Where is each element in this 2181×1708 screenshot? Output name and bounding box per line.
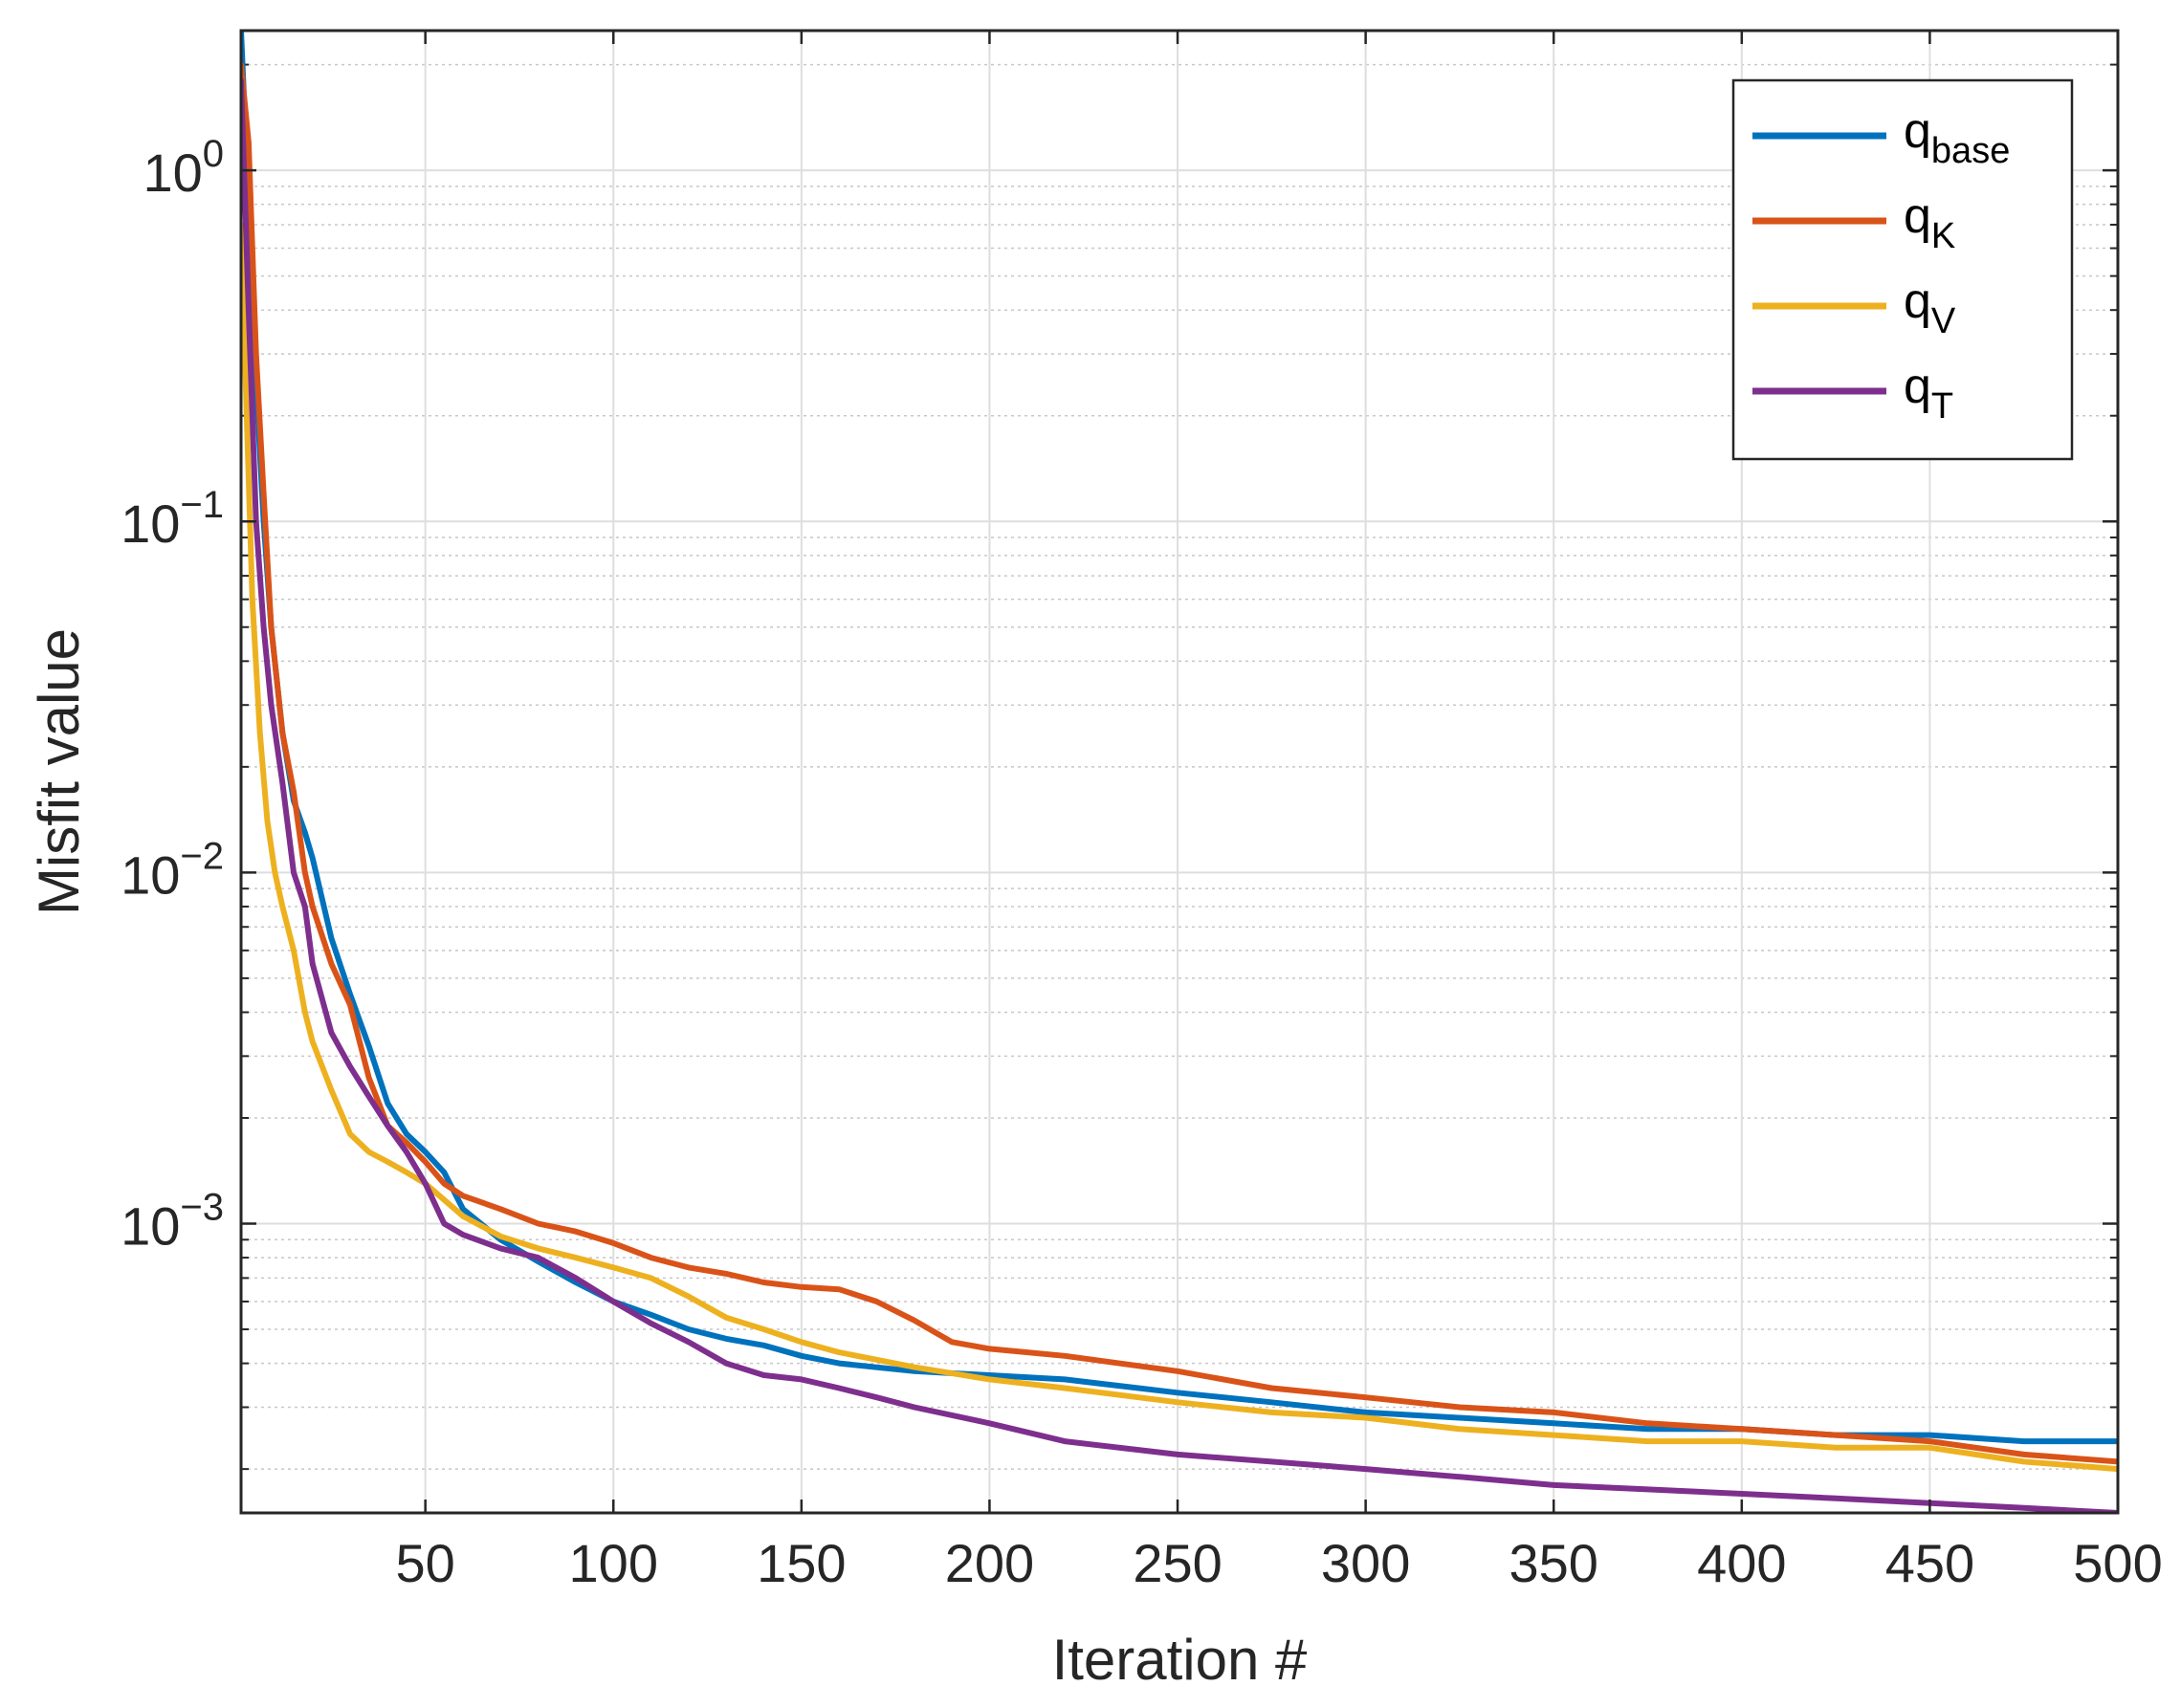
y-axis-label: Misfit value: [27, 628, 91, 915]
x-axis-label: Iteration #: [1052, 1628, 1308, 1692]
x-tick-label: 100: [569, 1533, 658, 1593]
ticks: 50 100 150 200 250 300 350 400 450 500 100 10−1 10−2…: [121, 31, 2163, 1593]
x-tick-label: 450: [1885, 1533, 1974, 1593]
legend-label-base: qbase: [1904, 103, 2010, 171]
series-layer: [241, 31, 2118, 1513]
legend-label-k: qK: [1904, 188, 1955, 256]
series-line-t: [241, 77, 2118, 1513]
legend-label-v: qV: [1904, 274, 1956, 341]
y-tick-label: 10−3: [121, 1187, 224, 1257]
series-line-k: [241, 61, 2118, 1465]
series-line-v: [241, 222, 2118, 1473]
x-tick-label: 50: [396, 1533, 455, 1593]
grid: [241, 31, 2119, 1513]
legend-box: [1731, 78, 2074, 461]
y-tick-label: 10−2: [121, 835, 224, 905]
y-tick-label: 10−1: [121, 484, 224, 554]
plot-frame: [239, 29, 2120, 1515]
legend-label-t: qT: [1904, 359, 1953, 427]
y-tick-label: 100: [143, 133, 224, 203]
x-tick-label: 200: [945, 1533, 1034, 1593]
x-tick-label: 250: [1133, 1533, 1222, 1593]
x-tick-label: 400: [1697, 1533, 1786, 1593]
x-tick-label: 350: [1509, 1533, 1598, 1593]
x-tick-label: 500: [2073, 1533, 2162, 1593]
x-tick-label: 300: [1321, 1533, 1410, 1593]
legend: qbase qK qV qT: [1731, 78, 2074, 461]
x-tick-label: 150: [757, 1533, 846, 1593]
